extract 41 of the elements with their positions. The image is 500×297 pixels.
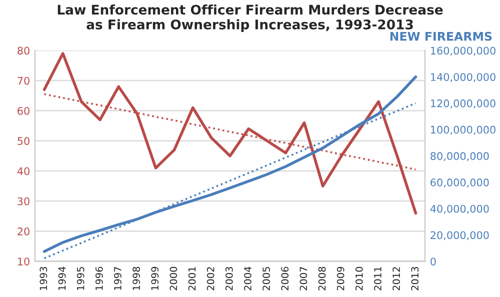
y2-tick-label: 80,000,000 (430, 152, 489, 162)
x-tick-label: 2006 (281, 266, 289, 290)
y2-tick-label: 100,000,000 (431, 126, 496, 135)
x-tick-label: 1996 (95, 266, 103, 290)
x-tick-label: 2003 (225, 267, 233, 290)
x-tick-label: 1997 (114, 267, 122, 290)
x-tick-label: 2005 (262, 267, 270, 290)
chart-title: Law Enforcement Officer Firearm Murders Decrease as Firearm Ownership Increases, 1993-2013 (58, 4, 443, 32)
y2-tick-label: 160,000,000 (431, 46, 496, 56)
y2-tick-label: 60,000,000 (430, 178, 489, 188)
y2-tick-label: 120,000,000 (431, 99, 496, 108)
x-tick-label: 2008 (318, 266, 326, 290)
y-tick-label: 50 (18, 137, 30, 145)
x-tick-label: 2000 (170, 266, 178, 290)
x-tick-label: 2001 (188, 267, 196, 290)
x-tick-label: 1995 (76, 267, 84, 290)
y2-tick-label: 0 (430, 258, 436, 266)
line-series (42, 52, 418, 215)
y-tick-label: 60 (18, 106, 30, 115)
x-tick-label: 1999 (151, 266, 159, 290)
x-tick-label: 2004 (244, 266, 252, 290)
y-tick-label: 30 (18, 197, 30, 206)
x-tick-label: 1993 (40, 267, 48, 290)
x-tick-label: 2012 (392, 267, 400, 290)
y2-tick-label: 140,000,000 (431, 73, 496, 82)
y2-tick-label: 40,000,000 (430, 204, 489, 214)
x-tick-label: 1994 (58, 266, 66, 290)
x-tick-label: 2013 (411, 267, 419, 290)
y-tick-label: 20 (18, 227, 30, 236)
y-tick-label: 10 (18, 258, 30, 266)
x-tick-label: 1998 (132, 266, 140, 290)
y2-axis-title: NEW FIREARMS (390, 32, 492, 41)
x-tick-label: 2011 (374, 267, 382, 290)
x-tick-label: 2007 (300, 267, 308, 290)
y-tick-label: 80 (18, 46, 30, 55)
y2-tick-label: 20,000,000 (430, 231, 489, 240)
y-tick-label: 40 (17, 167, 30, 176)
x-tick-label: 2009 (336, 266, 344, 290)
y-tick-label: 70 (18, 76, 30, 85)
x-tick-label: 2002 (206, 267, 214, 290)
x-tick-label: 2010 (355, 266, 363, 290)
